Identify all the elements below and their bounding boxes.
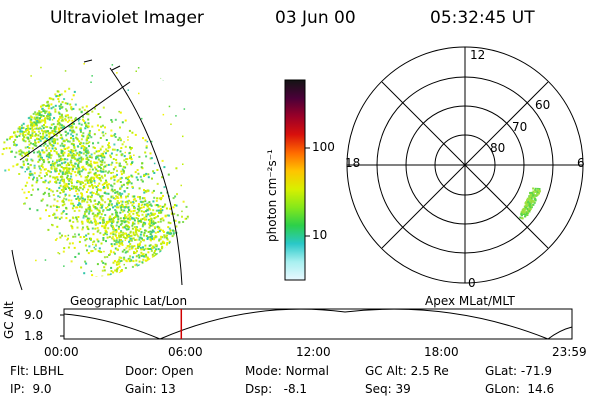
mlt-label-18: 18 xyxy=(345,156,361,170)
apex-polar-plot xyxy=(346,46,584,284)
colorbar-tick-10: 10 xyxy=(312,228,328,242)
gc-alt-axis-label: GC Alt xyxy=(2,301,16,339)
latlon-grid-tick xyxy=(111,65,121,71)
altitude-frame xyxy=(63,308,573,340)
altitude-strip xyxy=(60,308,573,340)
lat-label-70: 70 xyxy=(512,120,528,134)
colorbar-rect xyxy=(284,79,306,281)
instrument-title: Ultraviolet Imager xyxy=(50,8,204,28)
x-tick-label-1200: 12:00 xyxy=(296,345,331,359)
polar-diag-2 xyxy=(381,81,549,249)
x-tick-label-0600: 06:00 xyxy=(168,345,203,359)
time-label: 05:32:45 UT xyxy=(430,8,535,28)
colorbar-unit-label: photon cm⁻²s⁻¹ xyxy=(265,149,279,242)
auroral-glow xyxy=(1,63,202,277)
info-gc-alt: GC Alt: 2.5 Re xyxy=(365,364,449,378)
mlt-label-6: 6 xyxy=(577,156,585,170)
info-ip: IP: 9.0 xyxy=(10,382,52,396)
apex-aurora-blob xyxy=(519,187,541,220)
info-mode: Mode: Normal xyxy=(245,364,329,378)
date-label: 03 Jun 00 xyxy=(275,8,356,28)
info-seq: Seq: 39 xyxy=(365,382,411,396)
geographic-panel-label: Geographic Lat/Lon xyxy=(70,294,188,308)
x-tick-label-0000: 00:00 xyxy=(44,345,79,359)
geographic-image xyxy=(1,59,202,291)
y-tick-label-9: 9.0 xyxy=(24,308,44,322)
lat-label-80: 80 xyxy=(490,141,506,155)
latlon-grid-line xyxy=(19,81,131,161)
altitude-curve xyxy=(63,308,573,340)
info-glat: GLat: -71.9 xyxy=(485,364,552,378)
info-flt: Flt: LBHL xyxy=(10,364,64,378)
lat-label-60: 60 xyxy=(535,98,551,112)
latlon-grid-tick xyxy=(83,59,93,63)
x-tick-label-2359: 23:59 xyxy=(552,345,587,359)
latlon-grid-line xyxy=(11,249,23,291)
info-glon: GLon: 14.6 xyxy=(485,382,555,396)
info-gain: Gain: 13 xyxy=(125,382,176,396)
x-tick-label-1800: 18:00 xyxy=(424,345,459,359)
info-door: Door: Open xyxy=(125,364,194,378)
earth-limb-line xyxy=(109,67,183,286)
colorbar-tick-100: 100 xyxy=(312,140,335,154)
colorbar xyxy=(284,79,310,281)
mlt-label-12: 12 xyxy=(470,48,486,62)
info-dsp: Dsp: -8.1 xyxy=(245,382,308,396)
apex-panel-label: Apex MLat/MLT xyxy=(425,294,515,308)
y-tick-label-1-8: 1.8 xyxy=(24,329,44,343)
mlt-label-0: 0 xyxy=(468,276,476,290)
